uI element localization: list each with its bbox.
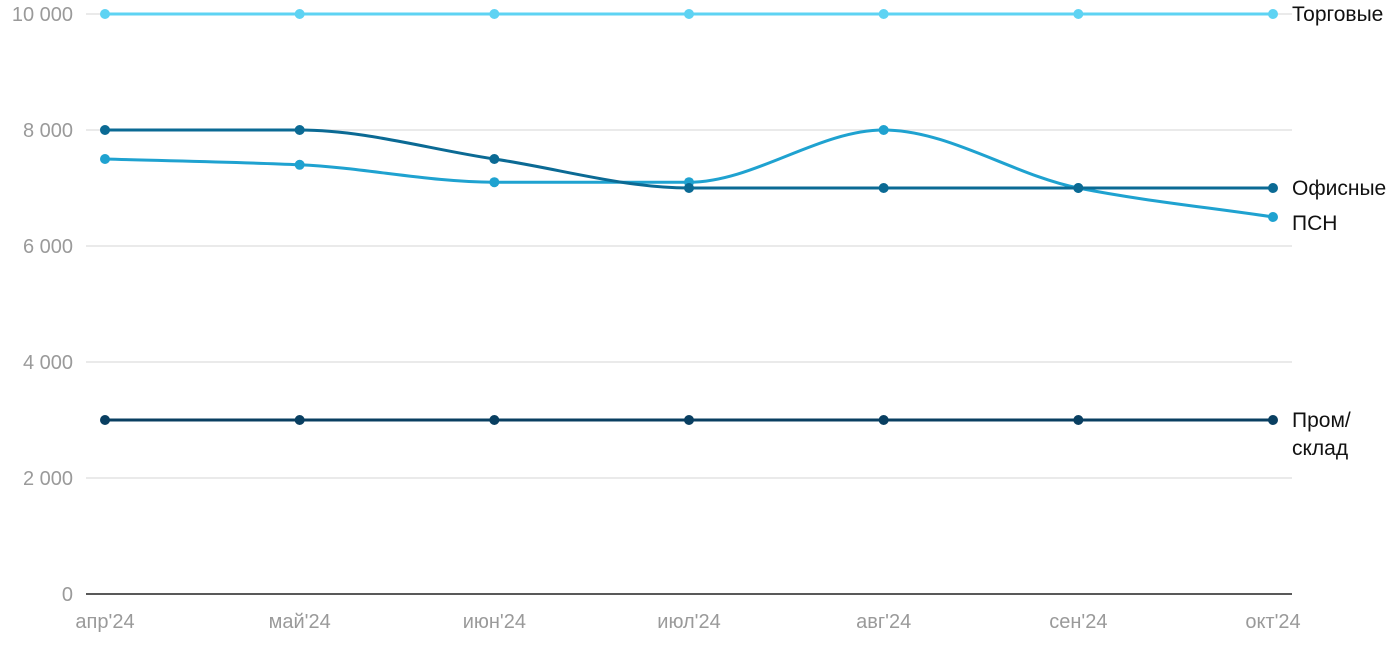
series-label-line: ПСН bbox=[1292, 212, 1337, 235]
data-point bbox=[878, 183, 889, 193]
data-point bbox=[100, 125, 110, 135]
data-point bbox=[684, 9, 694, 19]
data-point bbox=[684, 415, 694, 425]
x-tick-label: май'24 bbox=[269, 611, 331, 633]
series-label: Офисные bbox=[1292, 177, 1386, 200]
data-point bbox=[489, 154, 500, 164]
data-point bbox=[100, 9, 110, 19]
data-point bbox=[1268, 212, 1278, 222]
y-axis-tick-labels: 0 2 000 4 000 6 000 8 000 10 000 bbox=[12, 4, 73, 606]
data-point bbox=[489, 415, 500, 425]
y-tick-label: 2 000 bbox=[23, 468, 73, 490]
series-lines bbox=[100, 9, 1278, 425]
x-tick-label: авг'24 bbox=[856, 611, 911, 633]
series-2 bbox=[100, 125, 1278, 193]
y-tick-label: 10 000 bbox=[12, 4, 73, 26]
y-tick-label: 0 bbox=[62, 584, 73, 606]
series-4 bbox=[100, 415, 1278, 425]
x-tick-label: окт'24 bbox=[1245, 611, 1300, 633]
data-point bbox=[1268, 415, 1278, 425]
x-tick-label: сен'24 bbox=[1049, 611, 1107, 633]
series-line bbox=[104, 128, 1274, 219]
gridlines bbox=[86, 13, 1292, 479]
data-point bbox=[489, 9, 500, 19]
data-point bbox=[100, 154, 110, 164]
data-point bbox=[1073, 183, 1084, 193]
data-point bbox=[100, 415, 110, 425]
data-point bbox=[1268, 183, 1278, 193]
data-point bbox=[294, 125, 305, 135]
y-tick-label: 6 000 bbox=[23, 236, 73, 258]
x-tick-label: июл'24 bbox=[657, 611, 720, 633]
y-tick-label: 8 000 bbox=[23, 120, 73, 142]
series-label-line: Пром/ bbox=[1292, 409, 1351, 432]
series-label-line: Торговые bbox=[1292, 3, 1383, 26]
data-point bbox=[1268, 9, 1278, 19]
data-point bbox=[294, 415, 305, 425]
data-point bbox=[294, 159, 305, 170]
data-point bbox=[294, 9, 305, 19]
x-axis-tick-labels: апр'24 май'24 июн'24 июл'24 авг'24 сен'24 окт'… bbox=[75, 611, 1300, 633]
x-tick-label: апр'24 bbox=[75, 611, 134, 633]
data-point bbox=[684, 183, 694, 193]
x-tick-label: июн'24 bbox=[463, 611, 526, 633]
series-label-line: склад bbox=[1292, 437, 1348, 460]
data-point bbox=[1073, 9, 1084, 19]
series-end-labels: Торговые Офисные ПСН Пром/склад bbox=[1292, 3, 1386, 460]
y-tick-label: 4 000 bbox=[23, 352, 73, 374]
data-point bbox=[878, 9, 889, 19]
data-point bbox=[878, 415, 889, 425]
series-label: Пром/склад bbox=[1292, 409, 1351, 460]
data-point bbox=[1073, 415, 1084, 425]
data-point bbox=[878, 125, 889, 135]
series-3 bbox=[100, 125, 1278, 222]
series-label: Торговые bbox=[1292, 3, 1383, 26]
series-label-line: Офисные bbox=[1292, 177, 1386, 200]
series-1 bbox=[100, 9, 1278, 19]
series-label: ПСН bbox=[1292, 212, 1337, 235]
data-point bbox=[489, 177, 500, 188]
